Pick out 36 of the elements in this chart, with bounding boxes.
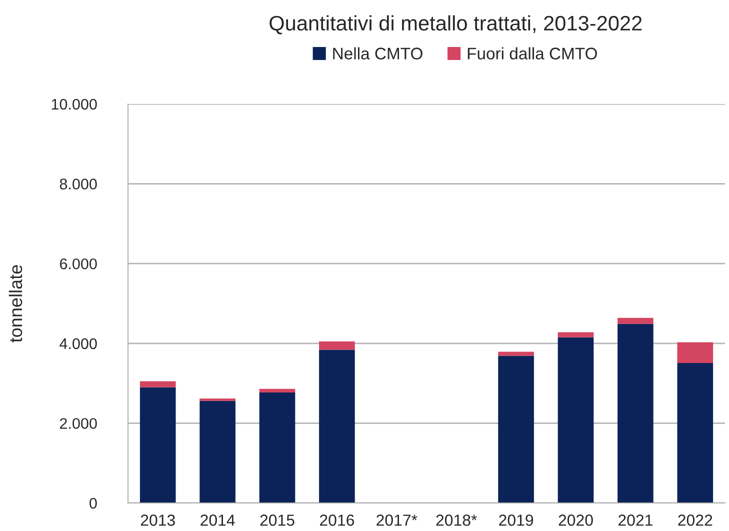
bar [677, 342, 714, 363]
bar [558, 332, 594, 338]
x-tick-label: 2017* [376, 514, 418, 526]
bar [200, 398, 236, 401]
bar [319, 341, 355, 350]
bar [677, 362, 714, 503]
x-tick-label: 2019 [499, 514, 534, 526]
legend-label: Nella CMTO [333, 47, 422, 60]
bar [259, 392, 296, 503]
bar [498, 352, 534, 356]
y-tick-label: 6.000 [60, 258, 97, 270]
bar [618, 318, 654, 324]
y-tick-label: 10.000 [52, 98, 97, 110]
legend-label: Fuori dalla CMTO [468, 47, 597, 60]
bar [140, 387, 176, 503]
y-tick-label: 2.000 [60, 418, 97, 429]
x-tick-label: 2018* [436, 514, 477, 526]
x-tick-label: 2013 [140, 514, 175, 526]
x-tick-label: 2020 [558, 514, 593, 526]
x-tick-label: 2022 [678, 514, 712, 526]
bar [140, 381, 176, 388]
x-tick-label: 2016 [320, 514, 354, 526]
bar [259, 388, 296, 392]
y-tick-label: 0 [90, 498, 97, 509]
bar [498, 356, 534, 503]
chart-title: Quantitativi di metallo trattati, 2013-2022 [270, 15, 642, 34]
bar [319, 350, 355, 503]
bar [558, 337, 594, 503]
x-tick-label: 2021 [618, 514, 652, 526]
bar [618, 324, 654, 503]
bar [200, 400, 236, 503]
y-tick-label: 4.000 [60, 338, 97, 350]
x-tick-label: 2015 [260, 514, 294, 526]
x-tick-label: 2014 [200, 514, 235, 526]
y-tick-label: 8.000 [60, 178, 97, 190]
y-axis-title: tonnellate [8, 265, 22, 342]
